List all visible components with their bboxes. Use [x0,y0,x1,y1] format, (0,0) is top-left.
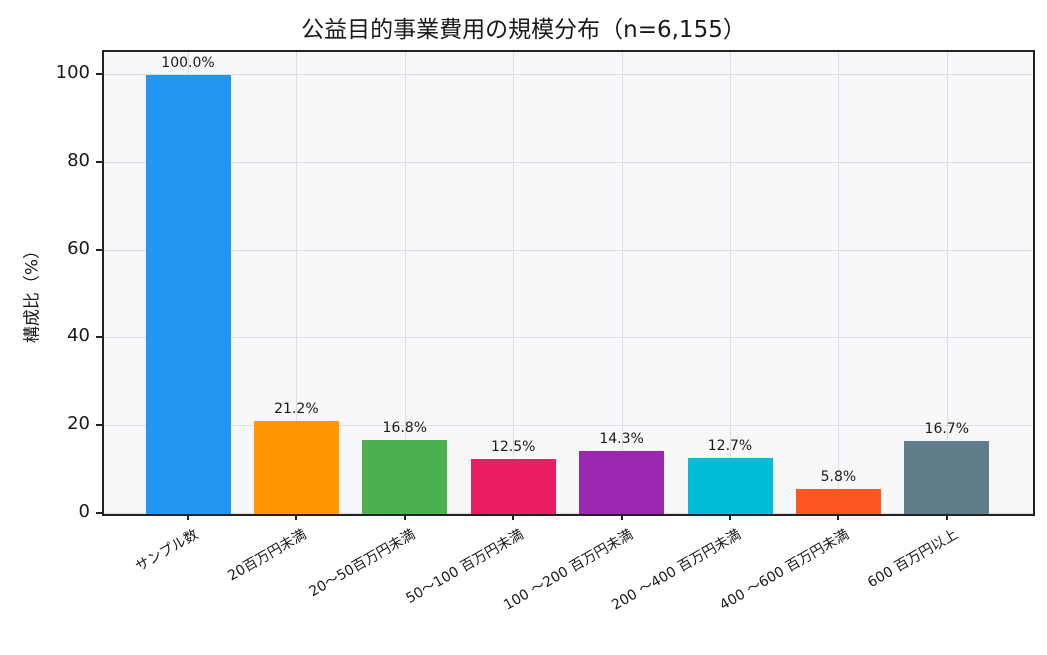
bar [795,488,881,514]
x-tick-mark [837,514,840,520]
y-tick-label: 80 [67,149,90,171]
grid-line-vertical [404,52,406,514]
y-tick-label: 60 [67,237,90,259]
bar-value-label: 16.7% [924,420,970,437]
bar [253,420,339,514]
x-tick-mark [945,514,948,520]
grid-line-vertical [838,52,840,514]
x-tick-mark [295,514,298,520]
y-tick-label: 20 [67,413,90,435]
y-tick-mark [96,160,102,163]
grid-line-vertical [296,52,298,514]
x-tick-label: 20百万円未満 [225,526,310,585]
x-tick-mark [620,514,623,520]
grid-line-horizontal [104,249,1033,251]
bar-value-label: 12.7% [707,438,753,455]
bar-value-label: 100.0% [161,55,215,71]
bar-value-label: 14.3% [599,431,644,448]
grid-line-horizontal [104,425,1033,427]
bar [579,451,665,514]
grid-line-horizontal [104,161,1033,163]
bar-value-label: 12.5% [490,439,536,456]
grid-line-vertical [513,52,515,514]
y-tick-mark [96,248,102,251]
bar-value-label: 16.8% [382,420,428,437]
bar [145,75,231,514]
y-tick-label: 40 [67,325,90,347]
bar-value-label: 21.2% [274,400,319,417]
x-tick-mark [187,514,189,520]
x-tick-label: サンプル数 [132,526,202,576]
grid-line-horizontal [104,74,1033,75]
grid-line-vertical [730,52,731,514]
bar [904,440,990,514]
grid-line-vertical [621,52,623,514]
y-tick-mark [96,424,102,427]
chart-title: 公益目的事業費用の規模分布（n=6,155） [301,17,746,43]
y-tick-label: 100 [55,62,90,83]
x-tick-mark [512,514,515,520]
bar [687,458,773,514]
y-tick-mark [96,73,102,75]
bar [362,440,448,514]
y-tick-mark [96,336,102,339]
bar-value-label: 5.8% [820,468,857,485]
x-tick-mark [729,514,731,520]
grid-line-horizontal [104,513,1033,514]
x-tick-mark [403,514,406,520]
bar [470,459,556,514]
grid-line-vertical [946,52,948,514]
x-tick-label: 600 百万円以上 [864,526,961,592]
plot-area: 100.0% 21.2% 16.8% 12.5% 14.3% 12.7% 5.8% 16.7% [102,50,1035,516]
y-tick-label: 0 [78,501,90,522]
y-tick-mark [96,512,102,514]
grid-line-horizontal [104,337,1033,339]
